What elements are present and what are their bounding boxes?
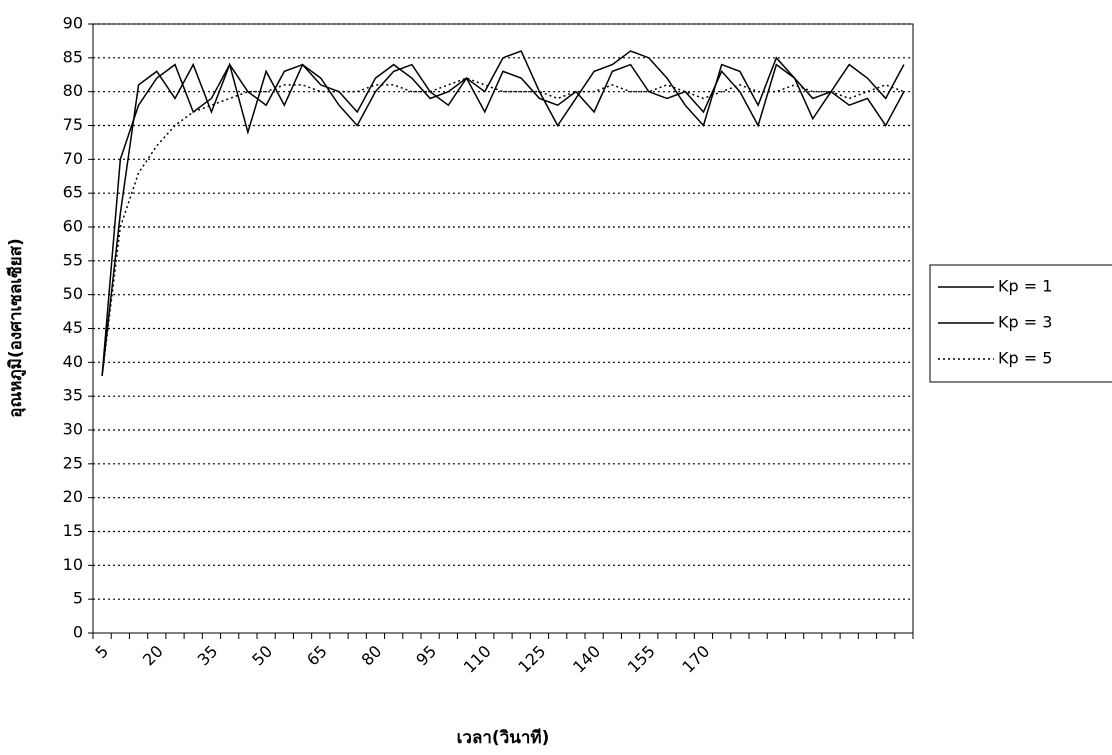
- y-tick-label: 55: [63, 250, 83, 269]
- legend-label: Kp = 5: [998, 349, 1052, 368]
- x-tick-label: 65: [303, 642, 331, 670]
- x-tick-label: 5: [91, 642, 112, 663]
- x-tick-label: 35: [194, 642, 222, 670]
- y-tick-label: 25: [63, 453, 83, 472]
- series-line: [102, 51, 904, 376]
- series-line: [102, 65, 904, 376]
- chart: เวลา(วินาที) อุณหภูมิ(องศาเซลเซียส) 0510…: [0, 0, 1112, 751]
- y-tick-label: 70: [63, 149, 83, 168]
- y-tick-label: 15: [63, 521, 83, 540]
- y-tick-label: 65: [63, 183, 83, 202]
- x-tick-label: 80: [358, 642, 386, 670]
- legend-label: Kp = 3: [998, 313, 1052, 332]
- y-tick-label: 90: [63, 14, 83, 33]
- y-tick-label: 85: [63, 47, 83, 66]
- x-tick-label: 110: [460, 642, 495, 677]
- y-tick-label: 35: [63, 386, 83, 405]
- y-axis-title: อุณหภูมิ(องศาเซลเซียส): [5, 238, 27, 417]
- y-tick-label: 75: [63, 115, 83, 134]
- y-tick-label: 40: [63, 352, 83, 371]
- y-tick-label: 60: [63, 217, 83, 236]
- legend-label: Kp = 1: [998, 277, 1052, 296]
- x-tick-label: 140: [569, 642, 604, 677]
- y-tick-label: 45: [63, 318, 83, 337]
- y-tick-label: 30: [63, 420, 83, 439]
- x-tick-label: 95: [412, 642, 440, 670]
- y-tick-label: 20: [63, 487, 83, 506]
- x-tick-label: 20: [139, 642, 167, 670]
- x-tick-label: 155: [624, 642, 659, 677]
- x-tick-label: 125: [514, 642, 549, 677]
- x-axis-title: เวลา(วินาที): [457, 727, 550, 748]
- y-tick-label: 80: [63, 81, 83, 100]
- page: {"chart_data": {"type": "line", "x_label…: [0, 0, 1112, 755]
- y-tick-label: 50: [63, 284, 83, 303]
- y-tick-label: 5: [73, 589, 83, 608]
- x-tick-label: 50: [248, 642, 276, 670]
- x-tick-label: 170: [678, 642, 713, 677]
- y-tick-label: 10: [63, 555, 83, 574]
- y-tick-label: 0: [73, 623, 83, 642]
